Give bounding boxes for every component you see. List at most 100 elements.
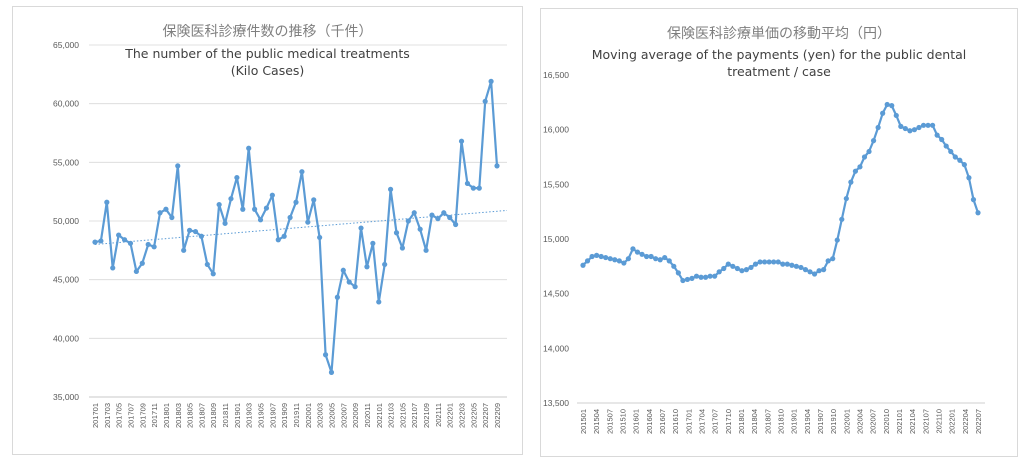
data-point (802, 267, 809, 273)
x-tick-label: 201810 (777, 409, 786, 434)
x-tick-label: 202204 (961, 409, 970, 434)
data-point (866, 148, 872, 155)
data-point (798, 264, 804, 271)
data-point (621, 260, 627, 266)
data-point (263, 205, 270, 211)
data-point (893, 112, 899, 119)
data-point (634, 249, 641, 255)
chart-subtitle-en-line-1: Moving average of the payments (yen) for… (591, 47, 967, 62)
x-tick-label: 201707 (126, 403, 135, 428)
y-tick-label: 65,000 (53, 40, 79, 50)
chart-subtitle-en-line-2: (Kilo Cases) (230, 63, 305, 78)
data-point (920, 122, 927, 128)
x-tick-label: 201907 (268, 403, 277, 428)
data-point (784, 261, 790, 267)
data-point (204, 261, 210, 268)
y-tick-label: 60,000 (53, 99, 79, 109)
x-tick-label: 201901 (790, 409, 799, 434)
data-point (975, 210, 981, 216)
x-tick-label: 202101 (375, 403, 384, 428)
data-point (762, 259, 768, 265)
x-tick-label: 202001 (842, 409, 851, 434)
data-point (689, 275, 695, 281)
data-point (970, 197, 977, 203)
data-point (889, 103, 895, 109)
data-point (843, 195, 849, 202)
data-point (482, 98, 488, 104)
x-tick-label: 201601 (632, 409, 641, 434)
x-tick-label: 202105 (398, 403, 407, 428)
y-tick-label: 45,000 (53, 275, 79, 285)
data-point (780, 261, 786, 267)
data-point (821, 267, 827, 273)
data-point (675, 270, 681, 276)
data-point (151, 244, 157, 250)
data-point (346, 279, 352, 285)
data-point (127, 240, 134, 246)
data-point (884, 101, 890, 108)
data-point (423, 247, 429, 253)
data-point (766, 259, 772, 265)
data-point (334, 294, 340, 300)
data-point (939, 136, 945, 143)
data-point (322, 352, 329, 358)
data-point (580, 262, 586, 268)
data-point (382, 261, 388, 268)
data-point (589, 253, 595, 260)
data-point (616, 258, 622, 264)
x-tick-label: 202111 (434, 403, 443, 427)
data-point (252, 206, 258, 212)
data-point (453, 221, 459, 228)
y-tick-label: 50,000 (53, 216, 79, 226)
data-point (92, 239, 98, 245)
data-point (643, 253, 650, 260)
data-point (447, 214, 453, 221)
data-point (98, 238, 104, 244)
data-point (192, 228, 199, 235)
data-point (748, 264, 754, 271)
data-point (952, 154, 958, 160)
x-tick-label: 201610 (671, 409, 680, 434)
x-tick-label: 202007 (339, 403, 348, 428)
x-tick-label: 201903 (245, 403, 254, 428)
line-chart-case-count: 35,000 40,000 45,000 50,000 55,000 60,000 65,0… (53, 40, 508, 428)
data-point (825, 258, 831, 264)
x-tick-label: 201904 (803, 409, 812, 434)
data-point (240, 206, 246, 212)
data-point (916, 124, 922, 131)
data-point (275, 237, 281, 243)
data-point (216, 201, 222, 208)
data-point (358, 225, 364, 231)
data-point (957, 157, 963, 163)
data-point (734, 265, 740, 272)
data-point (716, 269, 722, 275)
data-point (657, 257, 663, 263)
data-point (834, 237, 840, 243)
data-point (210, 271, 216, 277)
data-point (598, 253, 604, 260)
x-tick-label: 201501 (579, 409, 588, 434)
data-point (399, 245, 406, 251)
x-tick-label: 201510 (619, 409, 628, 434)
data-point (139, 260, 145, 266)
data-point (789, 262, 795, 268)
data-point (584, 258, 591, 264)
data-point (476, 185, 482, 191)
data-point (911, 127, 918, 133)
x-tick-label: 202001 (304, 403, 313, 428)
data-point (725, 261, 731, 267)
data-point (693, 273, 700, 279)
data-point (352, 284, 358, 290)
data-point (163, 206, 169, 212)
data-point (145, 241, 151, 248)
data-point (429, 212, 435, 218)
data-point (133, 268, 139, 275)
x-tick-label: 201907 (816, 409, 825, 434)
data-point (470, 185, 476, 191)
chart-title-jp: 保険医科診療単価の移動平均（円） (667, 26, 891, 42)
x-tick-label: 201910 (829, 409, 838, 434)
data-point (603, 254, 609, 261)
data-point (405, 218, 411, 224)
x-tick-label: 201604 (645, 409, 654, 434)
x-tick-label: 201801 (162, 403, 171, 428)
